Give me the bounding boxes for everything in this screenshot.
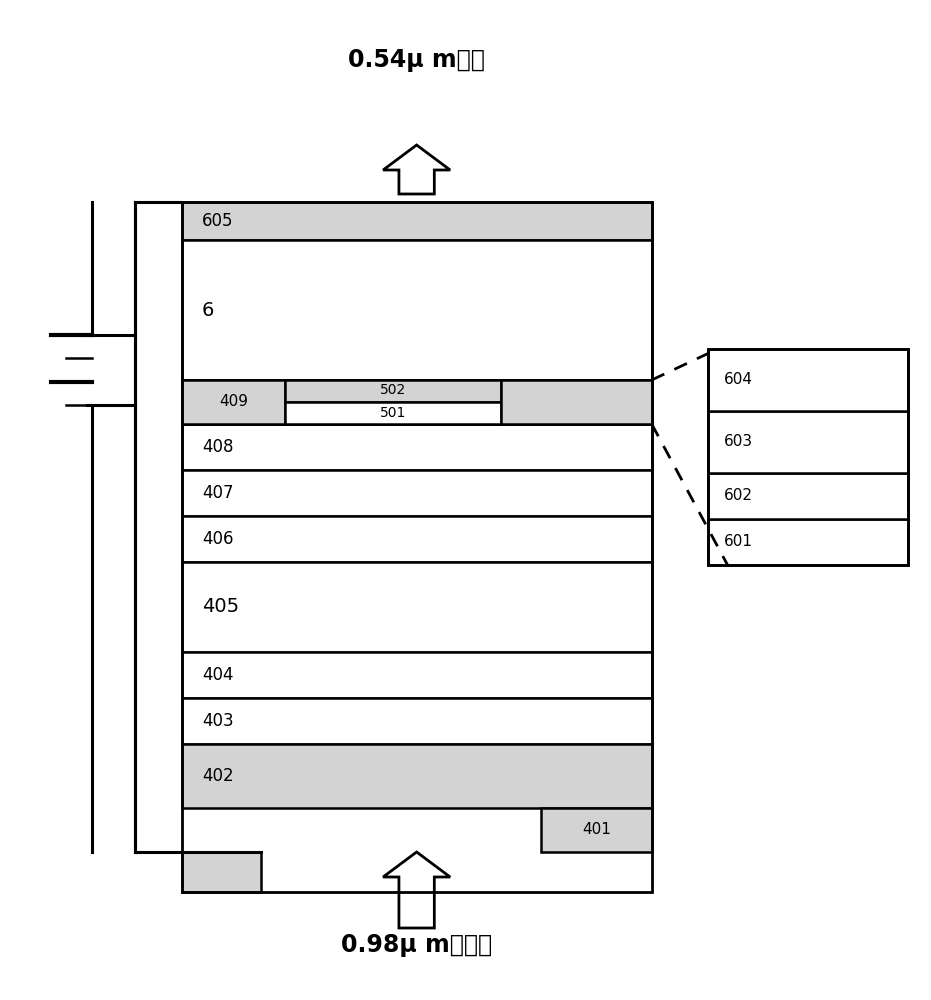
Bar xyxy=(182,470,652,516)
Text: 406: 406 xyxy=(202,530,234,548)
Bar xyxy=(182,698,652,744)
Text: 605: 605 xyxy=(202,212,234,230)
Polygon shape xyxy=(384,852,450,928)
Text: 407: 407 xyxy=(202,484,234,502)
Bar xyxy=(708,411,908,473)
Bar xyxy=(182,424,652,470)
Bar xyxy=(541,808,652,852)
Bar xyxy=(285,380,501,402)
Bar xyxy=(182,240,652,380)
Text: 0.54μ m绿光: 0.54μ m绿光 xyxy=(348,48,485,72)
Text: 401: 401 xyxy=(582,822,611,838)
Bar xyxy=(182,202,652,892)
Bar xyxy=(182,380,652,424)
Bar xyxy=(182,516,652,562)
Text: 403: 403 xyxy=(202,712,234,730)
Text: 604: 604 xyxy=(724,372,753,387)
Text: 408: 408 xyxy=(202,438,234,456)
Bar xyxy=(182,380,285,424)
Bar xyxy=(182,744,652,808)
Polygon shape xyxy=(384,145,450,194)
Text: 603: 603 xyxy=(724,434,753,450)
Bar xyxy=(182,562,652,652)
Text: 409: 409 xyxy=(219,394,248,410)
Bar xyxy=(285,402,501,424)
Bar xyxy=(708,349,908,411)
Text: 404: 404 xyxy=(202,666,234,684)
Bar xyxy=(708,519,908,565)
Bar xyxy=(708,349,908,565)
Text: 405: 405 xyxy=(202,598,239,616)
Text: 502: 502 xyxy=(380,383,406,397)
Bar xyxy=(501,380,652,424)
Bar xyxy=(182,202,652,240)
Text: 601: 601 xyxy=(724,534,753,550)
Text: 6: 6 xyxy=(202,300,214,320)
Bar xyxy=(182,652,652,698)
Bar xyxy=(708,473,908,519)
Text: 501: 501 xyxy=(380,406,406,420)
Bar xyxy=(182,852,262,892)
Text: 402: 402 xyxy=(202,767,234,785)
Text: 602: 602 xyxy=(724,488,753,504)
Text: 0.98μ m红外线: 0.98μ m红外线 xyxy=(341,933,492,957)
